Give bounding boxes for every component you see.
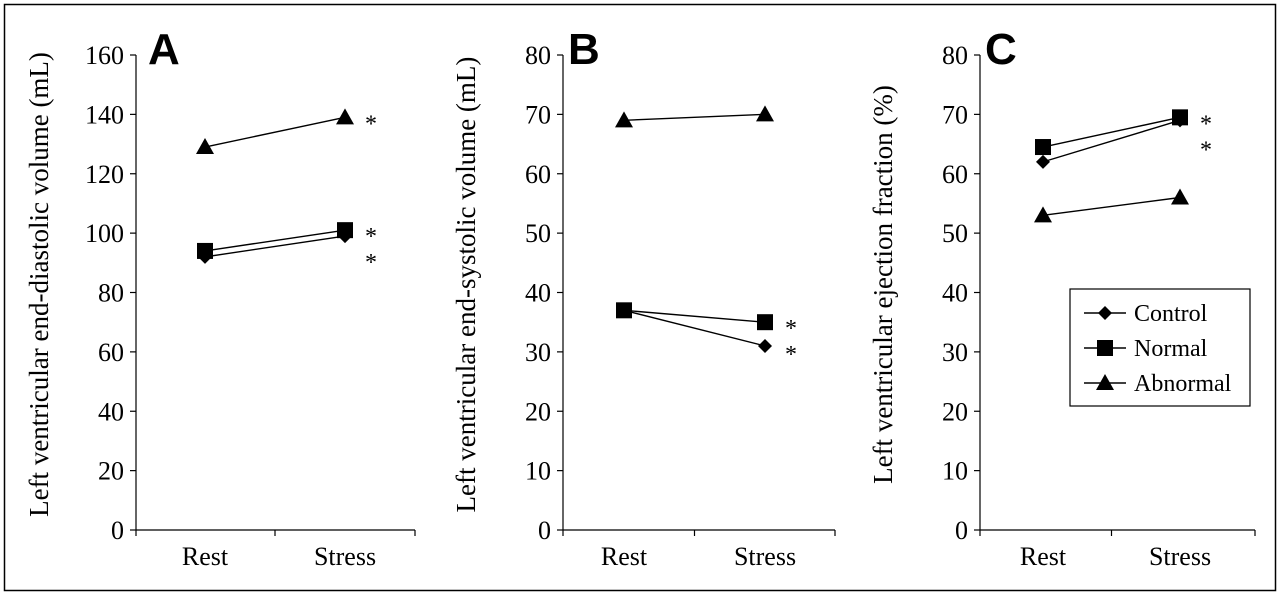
y-tick-label: 60 bbox=[942, 160, 968, 189]
legend-marker-normal bbox=[1097, 340, 1113, 356]
series-line-normal bbox=[623, 309, 766, 323]
legend-label: Normal bbox=[1134, 336, 1208, 362]
y-tick-label: 0 bbox=[538, 516, 551, 545]
y-tick-label: 30 bbox=[942, 338, 968, 367]
y-tick-label: 0 bbox=[111, 516, 124, 545]
series-line-normal bbox=[1042, 116, 1181, 148]
data-point-normal-stress bbox=[757, 314, 773, 331]
significance-mark-abnormal: * bbox=[365, 111, 377, 137]
data-point-abnormal-rest bbox=[1034, 206, 1052, 223]
legend-label: Control bbox=[1134, 301, 1208, 327]
data-point-abnormal-stress bbox=[1171, 188, 1189, 205]
y-tick-label: 60 bbox=[525, 160, 551, 189]
significance-mark-normal: * bbox=[365, 224, 377, 250]
series-line-abnormal bbox=[204, 116, 346, 148]
y-tick-label: 60 bbox=[98, 338, 124, 367]
significance-mark-control: * bbox=[785, 342, 797, 368]
panel-letter: B bbox=[568, 25, 600, 74]
significance-mark-normal: * bbox=[1200, 111, 1212, 137]
data-point-abnormal-stress bbox=[756, 105, 774, 122]
significance-mark-control: * bbox=[1200, 137, 1212, 163]
significance-mark-normal: * bbox=[785, 316, 797, 342]
series-line-abnormal bbox=[1042, 196, 1181, 217]
panel-letter: C bbox=[985, 25, 1017, 74]
y-tick-label: 140 bbox=[85, 100, 124, 129]
x-tick-label: Rest bbox=[1020, 542, 1067, 571]
y-tick-label: 40 bbox=[525, 279, 551, 308]
y-axis-title: Left ventricular end-diastolic volume (m… bbox=[24, 52, 54, 517]
y-tick-label: 40 bbox=[942, 279, 968, 308]
data-point-abnormal-rest bbox=[615, 111, 633, 128]
data-point-normal-rest bbox=[197, 242, 213, 259]
y-axis-title: Left ventricular ejection fraction (%) bbox=[868, 85, 898, 484]
y-tick-label: 80 bbox=[525, 41, 551, 70]
panel-b: 0 10 20 30 40 50 60 70 80 Rest Stress Left ventricu… bbox=[451, 25, 836, 571]
y-tick-label: 160 bbox=[85, 41, 124, 70]
y-tick-label: 20 bbox=[942, 397, 968, 426]
data-point-normal-stress bbox=[1172, 109, 1188, 126]
data-point-normal-rest bbox=[1035, 139, 1051, 156]
y-tick-label: 20 bbox=[98, 457, 124, 486]
y-tick-label: 70 bbox=[942, 100, 968, 129]
y-tick-label: 80 bbox=[98, 279, 124, 308]
panel-c: 0 10 20 30 40 50 60 70 80 Rest Stress Left ventricu… bbox=[868, 25, 1256, 571]
data-point-control-stress bbox=[758, 338, 772, 353]
y-tick-label: 40 bbox=[98, 397, 124, 426]
data-point-normal-stress bbox=[337, 222, 353, 239]
y-tick-label: 10 bbox=[525, 457, 551, 486]
x-tick-label: Stress bbox=[314, 542, 376, 571]
series-line-control bbox=[1042, 119, 1181, 163]
panel-a: 0 20 40 60 80 100 120 140 160 Rest Stress Left vent… bbox=[24, 25, 416, 571]
panel-letter: A bbox=[148, 25, 180, 74]
data-point-control-rest bbox=[1036, 154, 1050, 169]
y-tick-label: 10 bbox=[942, 457, 968, 486]
y-tick-label: 100 bbox=[85, 219, 124, 248]
y-tick-label: 70 bbox=[525, 100, 551, 129]
y-tick-label: 0 bbox=[955, 516, 968, 545]
series-line-normal bbox=[204, 229, 346, 252]
x-tick-label: Stress bbox=[1149, 542, 1211, 571]
data-point-abnormal-rest bbox=[196, 138, 214, 155]
data-point-normal-rest bbox=[616, 302, 632, 319]
y-tick-label: 50 bbox=[525, 219, 551, 248]
y-tick-label: 30 bbox=[525, 338, 551, 367]
legend-marker-control bbox=[1098, 306, 1112, 320]
figure-frame bbox=[3, 3, 1277, 592]
y-axis-title: Left ventricular end-systolic volume (mL… bbox=[451, 57, 481, 513]
legend-marker-abnormal bbox=[1096, 374, 1114, 390]
y-tick-label: 20 bbox=[525, 397, 551, 426]
x-tick-label: Rest bbox=[601, 542, 648, 571]
x-tick-label: Rest bbox=[182, 542, 229, 571]
y-tick-label: 50 bbox=[942, 219, 968, 248]
y-tick-label: 80 bbox=[942, 41, 968, 70]
series-line-abnormal bbox=[623, 113, 766, 122]
series-line-control bbox=[623, 309, 766, 347]
data-point-abnormal-stress bbox=[336, 108, 354, 125]
legend-label: Abnormal bbox=[1134, 371, 1232, 397]
y-tick-label: 120 bbox=[85, 160, 124, 189]
significance-mark-control: * bbox=[365, 250, 377, 276]
x-tick-label: Stress bbox=[734, 542, 796, 571]
series-line-control bbox=[204, 235, 346, 258]
